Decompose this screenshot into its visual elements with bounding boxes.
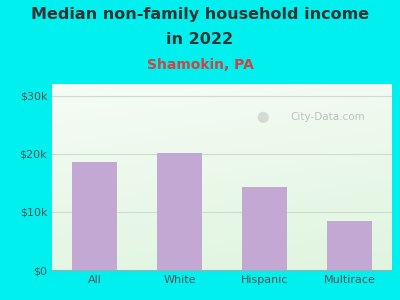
Bar [72,163,117,270]
Bar [242,188,286,270]
Text: Shamokin, PA: Shamokin, PA [146,58,254,73]
Text: City-Data.com: City-Data.com [290,112,365,122]
Text: in 2022: in 2022 [166,32,234,46]
Bar [158,153,202,270]
Text: ⬤: ⬤ [256,112,269,123]
Text: Median non-family household income: Median non-family household income [31,8,369,22]
Bar [327,220,372,270]
